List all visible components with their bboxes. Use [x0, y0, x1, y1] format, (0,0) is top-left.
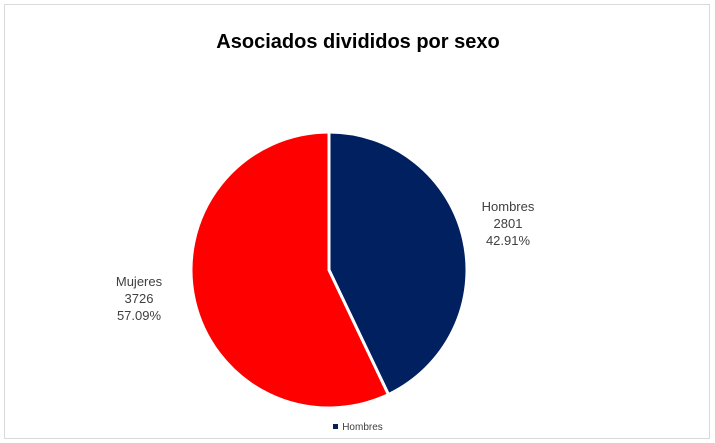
legend-swatch-hombres [333, 423, 339, 429]
chart-area: Asociados divididos por sexo Hombres 2801… [4, 4, 710, 439]
pie-chart: Hombres 2801 42.91% Mujeres 3726 57.09% [116, 130, 535, 410]
data-label-mujeres: Mujeres 3726 57.09% [116, 274, 163, 323]
pie-slice-hombres [327, 130, 469, 397]
pie-slice-mujeres [189, 130, 390, 410]
chart-title: Asociados divididos por sexo [216, 31, 500, 53]
legend: Hombres [5, 422, 711, 433]
legend-label-hombres: Hombres [342, 422, 383, 433]
data-label-hombres: Hombres 2801 42.91% [482, 199, 535, 248]
